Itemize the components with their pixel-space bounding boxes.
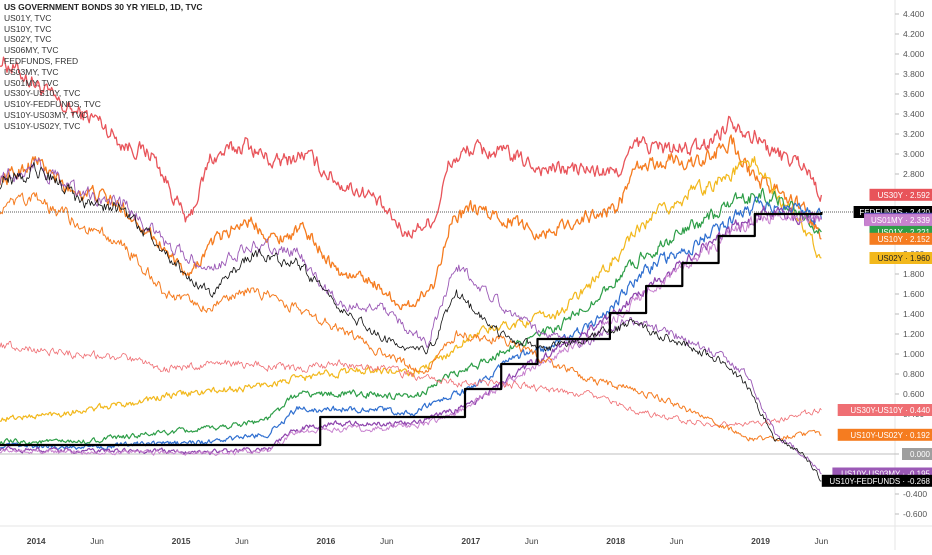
- price-label-zero: 0.000: [902, 448, 932, 460]
- price-label-text: US30Y · 2.592: [878, 191, 931, 200]
- y-tick-label: 1.600: [903, 289, 925, 299]
- y-tick-label: 1.400: [903, 309, 925, 319]
- price-label-us01my: US01MY · 2.339: [864, 214, 932, 226]
- legend-item[interactable]: US02Y, TVC: [4, 34, 203, 45]
- price-label-us30y: US30Y · 2.592: [870, 189, 932, 201]
- series-line-us10y: [0, 135, 821, 310]
- x-tick-label: Jun: [90, 536, 104, 546]
- series-line-us02y: [0, 157, 821, 422]
- y-tick-label: 3.200: [903, 129, 925, 139]
- legend-item[interactable]: US03MY, TVC: [4, 67, 203, 78]
- y-tick-label: 0.600: [903, 389, 925, 399]
- legend-item[interactable]: US01MY, TVC: [4, 78, 203, 89]
- legend-item[interactable]: US30Y-US10Y, TVC: [4, 88, 203, 99]
- y-tick-label: -0.600: [903, 509, 927, 519]
- series-line-fedfunds: [0, 212, 821, 445]
- y-tick-label: 3.000: [903, 149, 925, 159]
- x-tick-label: 2016: [316, 536, 335, 546]
- legend-item[interactable]: US10Y, TVC: [4, 24, 203, 35]
- y-tick-label: 1.200: [903, 329, 925, 339]
- price-label-us10y-fedfunds: US10Y-FEDFUNDS · -0.268: [822, 475, 932, 487]
- x-tick-label: Jun: [815, 536, 829, 546]
- series-line-us10y-fedfunds: [0, 162, 821, 481]
- series-line-us10y-us02y: [0, 193, 821, 441]
- series-line-us06my: [0, 197, 821, 449]
- x-tick-label: 2015: [172, 536, 191, 546]
- legend-item[interactable]: FEDFUNDS, FRED: [4, 56, 203, 67]
- series-line-us01my: [0, 211, 821, 456]
- legend-item[interactable]: US01Y, TVC: [4, 13, 203, 24]
- x-tick-label: 2017: [461, 536, 480, 546]
- y-tick-label: 4.400: [903, 9, 925, 19]
- x-tick-label: 2014: [27, 536, 46, 546]
- legend-item[interactable]: US10Y-FEDFUNDS, TVC: [4, 99, 203, 110]
- chart-title: US GOVERNMENT BONDS 30 YR YIELD, 1D, TVC: [4, 2, 203, 13]
- y-tick-label: 3.600: [903, 89, 925, 99]
- x-tick-label: Jun: [380, 536, 394, 546]
- x-tick-label: Jun: [670, 536, 684, 546]
- legend-item[interactable]: US06MY, TVC: [4, 45, 203, 56]
- y-tick-label: 1.000: [903, 349, 925, 359]
- price-label-text: 0.000: [910, 450, 931, 459]
- price-label-text: US01MY · 2.339: [871, 216, 931, 225]
- price-label-text: US10Y · 2.152: [878, 235, 931, 244]
- x-tick-label: 2019: [751, 536, 770, 546]
- price-label-us30y-us10y: US30Y-US10Y · 0.440: [838, 404, 932, 416]
- legend-item[interactable]: US10Y-US03MY, TVC: [4, 110, 203, 121]
- y-tick-label: 1.800: [903, 269, 925, 279]
- legend-item[interactable]: US10Y-US02Y, TVC: [4, 121, 203, 132]
- price-label-us02y: US02Y · 1.960: [870, 252, 932, 264]
- price-label-us10y: US10Y · 2.152: [870, 233, 932, 245]
- price-label-text: US10Y-FEDFUNDS · -0.268: [829, 477, 930, 486]
- y-tick-label: 2.800: [903, 169, 925, 179]
- y-tick-label: 0.800: [903, 369, 925, 379]
- y-tick-label: -0.400: [903, 489, 927, 499]
- price-label-text: US02Y · 1.960: [878, 254, 931, 263]
- chart-legend: US GOVERNMENT BONDS 30 YR YIELD, 1D, TVC…: [4, 2, 203, 132]
- y-tick-label: 4.000: [903, 49, 925, 59]
- x-tick-label: Jun: [525, 536, 539, 546]
- price-label-text: US30Y-US10Y · 0.440: [850, 406, 930, 415]
- x-tick-label: 2018: [606, 536, 625, 546]
- x-tick-label: Jun: [235, 536, 249, 546]
- y-tick-label: 4.200: [903, 29, 925, 39]
- price-label-us10y-us02y: US10Y-US02Y · 0.192: [838, 429, 932, 441]
- y-tick-label: 3.400: [903, 109, 925, 119]
- price-label-text: US10Y-US02Y · 0.192: [850, 431, 930, 440]
- y-tick-label: 3.800: [903, 69, 925, 79]
